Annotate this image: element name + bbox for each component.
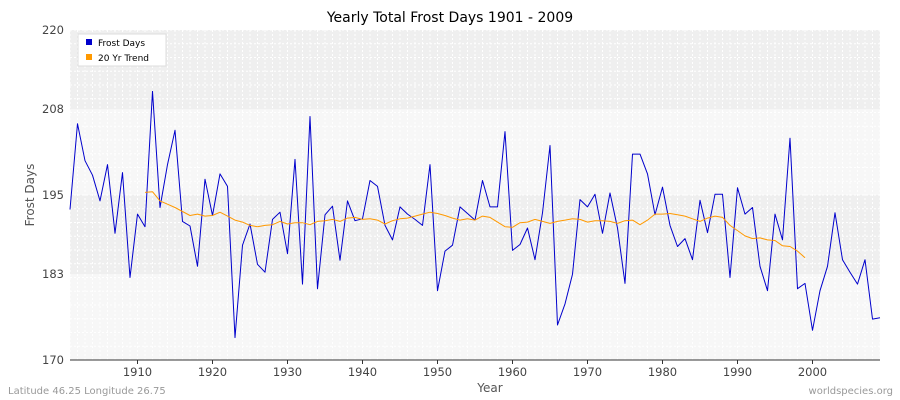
x-tick-label: 1910 <box>123 365 152 379</box>
legend-label-trend: 20 Yr Trend <box>98 54 149 64</box>
x-tick-label: 1990 <box>723 365 752 379</box>
x-tick-label: 2000 <box>798 365 827 379</box>
x-tick-label: 1960 <box>498 365 527 379</box>
y-tick-label: 220 <box>42 23 64 37</box>
y-axis-ticks: 170 183 195 208 220 <box>42 23 64 367</box>
y-tick-label: 195 <box>42 188 64 202</box>
y-axis-label: Frost Days <box>23 164 37 227</box>
y-tick-label: 208 <box>42 102 64 116</box>
x-tick-label: 1980 <box>648 365 677 379</box>
x-tick-label: 1950 <box>423 365 452 379</box>
x-axis-label: Year <box>476 381 502 395</box>
x-tick-label: 1940 <box>348 365 377 379</box>
y-tick-label: 183 <box>42 267 64 281</box>
y-tick-label: 170 <box>42 353 64 367</box>
legend-box <box>77 33 167 67</box>
series-layer <box>69 90 881 339</box>
x-tick-label: 1920 <box>198 365 227 379</box>
legend: Frost Days 20 Yr Trend <box>77 33 167 67</box>
chart-title: Yearly Total Frost Days 1901 - 2009 <box>326 10 573 26</box>
plot-band <box>70 30 880 110</box>
x-tick-label: 1970 <box>573 365 602 379</box>
series-line-trend <box>144 191 806 259</box>
legend-swatch-trend <box>86 54 92 60</box>
plot-band <box>70 274 880 360</box>
footer-coordinates: Latitude 46.25 Longitude 26.75 <box>8 386 166 397</box>
grid-lines <box>69 29 881 361</box>
footer-source: worldspecies.org <box>809 386 893 397</box>
x-tick-label: 1930 <box>273 365 302 379</box>
legend-label-frost-days: Frost Days <box>98 39 145 49</box>
legend-swatch-frost-days <box>86 39 92 45</box>
x-axis-ticks: 1910 1920 1930 1940 1950 1960 1970 1980 1990 2000 <box>123 360 827 379</box>
